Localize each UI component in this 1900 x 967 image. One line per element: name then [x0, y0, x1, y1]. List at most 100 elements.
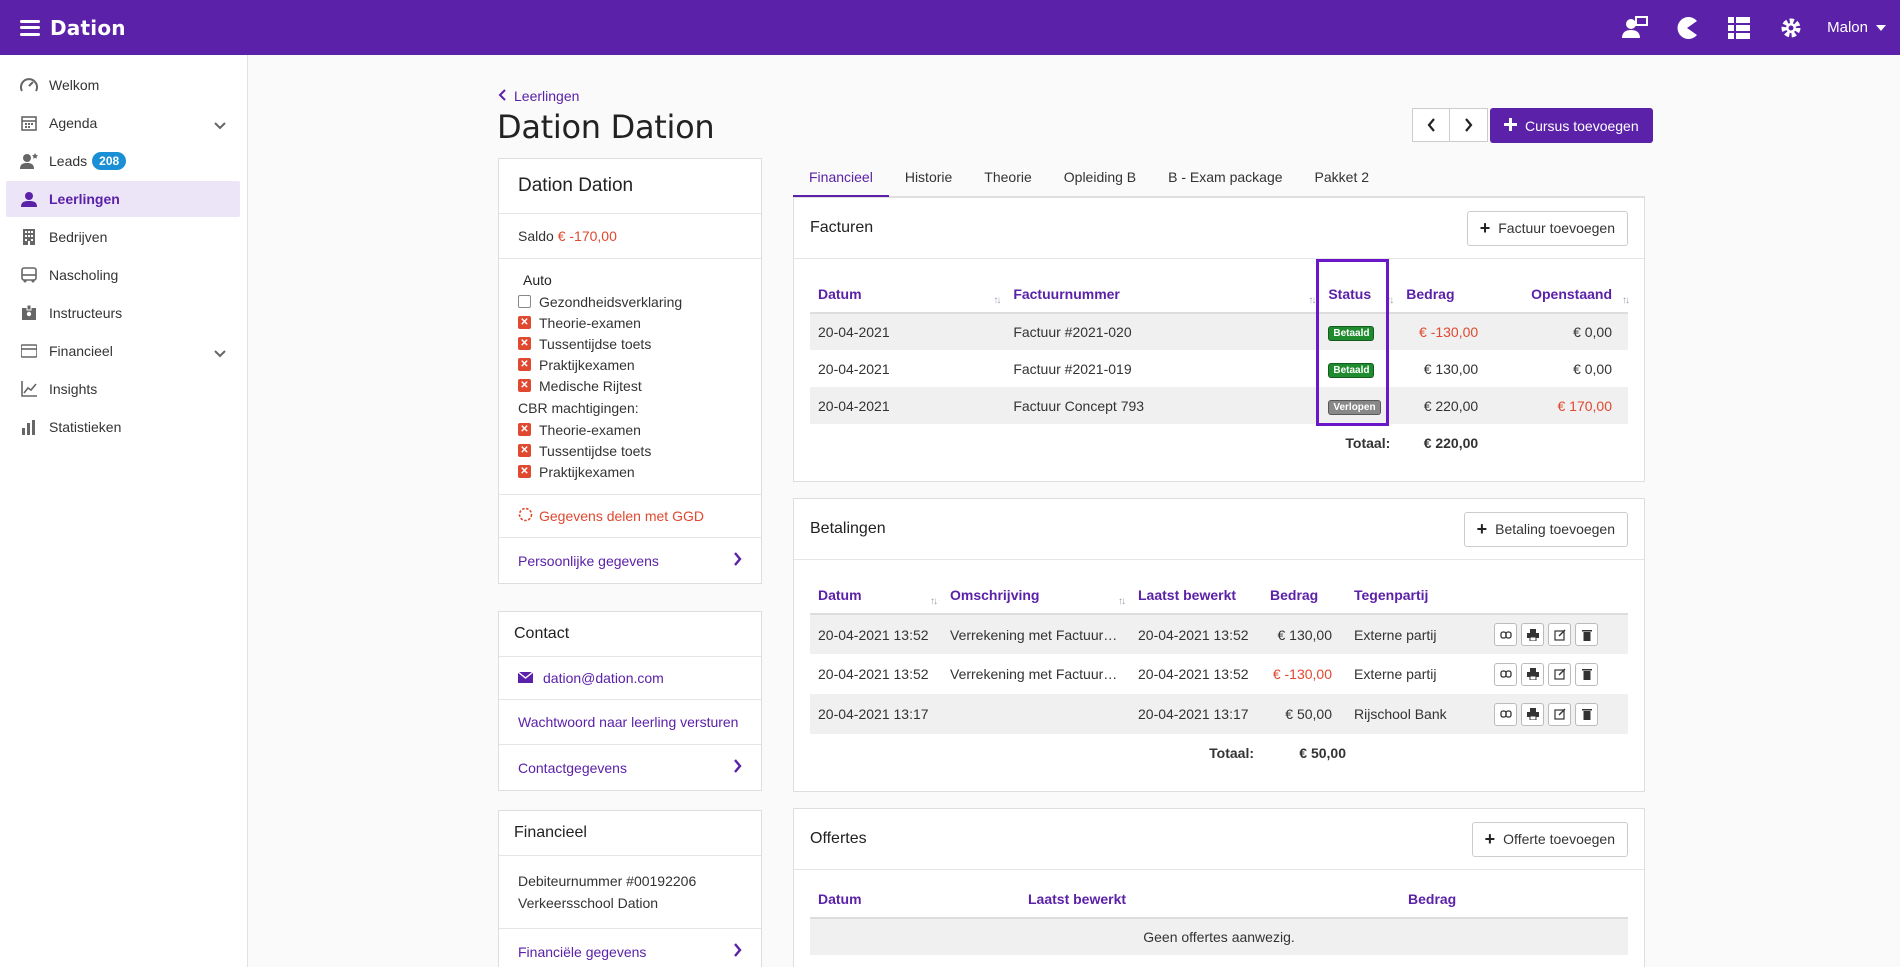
column-header-bedrag[interactable]: Bedrag	[1400, 878, 1628, 919]
add-quote-button[interactable]: + Offerte toevoegen	[1471, 821, 1628, 857]
checklist-item[interactable]: Gezondheidsverklaring	[518, 291, 742, 312]
user-menu[interactable]: Malon	[1827, 19, 1886, 36]
email-address: dation@dation.com	[543, 670, 664, 686]
debtor-number: Debiteurnummer #00192206	[518, 873, 697, 889]
column-header-laatst-bewerkt[interactable]: Laatst bewerkt	[1130, 574, 1262, 615]
back-link[interactable]: Leerlingen	[498, 88, 579, 104]
checklist-item[interactable]: ✕ Theorie-examen	[518, 419, 742, 440]
column-header-bedrag[interactable]: Bedrag	[1398, 273, 1479, 314]
column-header-omschrijving[interactable]: Omschrijving ↑↓	[942, 574, 1130, 615]
previous-button[interactable]	[1412, 108, 1450, 142]
building-icon	[20, 228, 38, 246]
quotes-table: Datum Laatst bewerkt Bedrag Geen offerte…	[810, 878, 1628, 955]
financial-details-link[interactable]: Financiële gegevens	[499, 929, 761, 967]
checklist-item[interactable]: ✕ Praktijkexamen	[518, 354, 742, 375]
column-header-factuurnummer[interactable]: Factuurnummer ↑↓	[1005, 273, 1321, 314]
plus-icon	[1504, 117, 1517, 134]
id-badge-icon	[20, 304, 38, 322]
email-link[interactable]: dation@dation.com	[499, 657, 761, 700]
column-header-bedrag[interactable]: Bedrag	[1262, 574, 1346, 615]
tab-historie[interactable]: Historie	[904, 169, 953, 185]
tab-pakket-2[interactable]: Pakket 2	[1314, 169, 1370, 185]
add-invoice-button[interactable]: + Factuur toevoegen	[1466, 210, 1628, 246]
sidebar-item-statistieken[interactable]: Statistieken	[6, 409, 240, 445]
contact-details-link[interactable]: Contactgegevens	[499, 745, 761, 790]
saldo-label: Saldo	[518, 228, 554, 244]
next-button[interactable]	[1450, 108, 1488, 142]
print-button[interactable]	[1521, 702, 1544, 726]
sort-icon[interactable]: ↑↓	[993, 295, 1001, 306]
column-header-tegenpartij[interactable]: Tegenpartij	[1346, 574, 1486, 615]
sidebar-item-agenda[interactable]: Agenda	[6, 105, 240, 141]
link-button[interactable]	[1494, 662, 1517, 686]
checklist-label: Theorie-examen	[539, 421, 641, 438]
empty-state: Geen offertes aanwezig.	[810, 918, 1628, 955]
envelope-icon	[517, 670, 534, 686]
share-ggd-link[interactable]: Gegevens delen met GGD	[499, 495, 761, 538]
table-row[interactable]: 20-04-2021 Factuur #2021-020 Betaald € -…	[810, 313, 1628, 350]
print-button[interactable]	[1521, 623, 1544, 646]
sidebar-item-leerlingen[interactable]: Leerlingen	[6, 181, 240, 217]
sort-icon[interactable]: ↑↓	[930, 596, 938, 607]
add-course-button[interactable]: Cursus toevoegen	[1490, 108, 1653, 143]
checklist-item[interactable]: ✕ Medische Rijtest	[518, 375, 742, 396]
sidebar-item-bedrijven[interactable]: Bedrijven	[6, 219, 240, 255]
tab-financieel[interactable]: Financieel	[793, 164, 889, 197]
column-header-laatst-bewerkt[interactable]: Laatst bewerkt	[1020, 878, 1400, 919]
column-header-datum[interactable]: Datum	[810, 878, 1020, 919]
checklist-item[interactable]: ✕ Tussentijdse toets	[518, 440, 742, 461]
sort-icon[interactable]: ↑↓	[1386, 295, 1394, 306]
sort-icon[interactable]: ↑↓	[1622, 295, 1630, 306]
payment-description: Verrekening met Factuur…	[950, 666, 1118, 682]
chevron-right-icon	[733, 943, 742, 960]
print-button[interactable]	[1521, 662, 1544, 686]
edit-button[interactable]	[1548, 702, 1571, 726]
sort-icon[interactable]: ↑↓	[1118, 596, 1126, 607]
bus-icon	[20, 266, 38, 284]
send-password-link[interactable]: Wachtwoord naar leerling versturen	[499, 700, 761, 745]
sidebar-item-welkom[interactable]: Welkom	[6, 67, 240, 103]
checklist-item[interactable]: ✕ Theorie-examen	[518, 312, 742, 333]
column-header-status[interactable]: Status ↑↓	[1320, 273, 1399, 314]
checklist-item[interactable]: ✕ Tussentijdse toets	[518, 333, 742, 354]
gear-icon[interactable]	[1778, 15, 1804, 41]
chevron-right-icon	[733, 759, 742, 776]
checkbox-empty-icon[interactable]	[518, 295, 531, 308]
hamburger-menu-icon[interactable]	[20, 19, 40, 36]
edit-button[interactable]	[1548, 662, 1571, 686]
column-header-openstaand[interactable]: Openstaand ↑↓	[1478, 273, 1630, 314]
pacman-icon[interactable]	[1674, 15, 1700, 41]
table-row[interactable]: 20-04-2021 13:17 20-04-2021 13:17 € 50,0…	[810, 694, 1628, 734]
sidebar-item-nascholing[interactable]: Nascholing	[6, 257, 240, 293]
tab-theorie[interactable]: Theorie	[984, 169, 1032, 185]
checklist-label: Theorie-examen	[539, 314, 641, 331]
payments-panel: Betalingen + Betaling toevoegen Datum ↑↓ …	[793, 498, 1645, 792]
delete-button[interactable]	[1575, 702, 1598, 726]
table-row[interactable]: 20-04-2021 Factuur #2021-019 Betaald € 1…	[810, 350, 1628, 387]
column-header-datum[interactable]: Datum ↑↓	[810, 273, 1006, 314]
instructor-icon[interactable]	[1622, 15, 1649, 41]
edit-button[interactable]	[1548, 623, 1571, 646]
user-icon	[20, 190, 38, 208]
delete-button[interactable]	[1575, 623, 1598, 646]
column-header-datum[interactable]: Datum ↑↓	[810, 574, 942, 615]
sidebar-item-financieel[interactable]: Financieel	[6, 333, 240, 369]
personal-details-link[interactable]: Persoonlijke gegevens	[499, 538, 761, 583]
delete-button[interactable]	[1575, 662, 1598, 686]
sidebar-item-instructeurs[interactable]: Instructeurs	[6, 295, 240, 331]
table-row[interactable]: 20-04-2021 13:52 Verrekening met Factuur…	[810, 654, 1628, 694]
sidebar-item-leads[interactable]: Leads 208	[6, 143, 240, 179]
table-row[interactable]: 20-04-2021 Factuur Concept 793 Verlopen …	[810, 387, 1628, 424]
sidebar-item-insights[interactable]: Insights	[6, 371, 240, 407]
grid-list-icon[interactable]	[1726, 15, 1752, 41]
tab-opleiding-b[interactable]: Opleiding B	[1063, 169, 1137, 185]
link-button[interactable]	[1494, 702, 1517, 726]
table-row[interactable]: 20-04-2021 13:52 Verrekening met Factuur…	[810, 614, 1628, 654]
tab-b-exam-package[interactable]: B - Exam package	[1168, 169, 1283, 185]
sort-icon[interactable]: ↑↓	[1308, 295, 1316, 306]
link-button[interactable]	[1494, 623, 1517, 646]
bar-chart-icon	[20, 418, 38, 436]
edit-icon	[1553, 668, 1565, 680]
checklist-item[interactable]: ✕ Praktijkexamen	[518, 461, 742, 482]
add-payment-button[interactable]: + Betaling toevoegen	[1463, 511, 1628, 547]
